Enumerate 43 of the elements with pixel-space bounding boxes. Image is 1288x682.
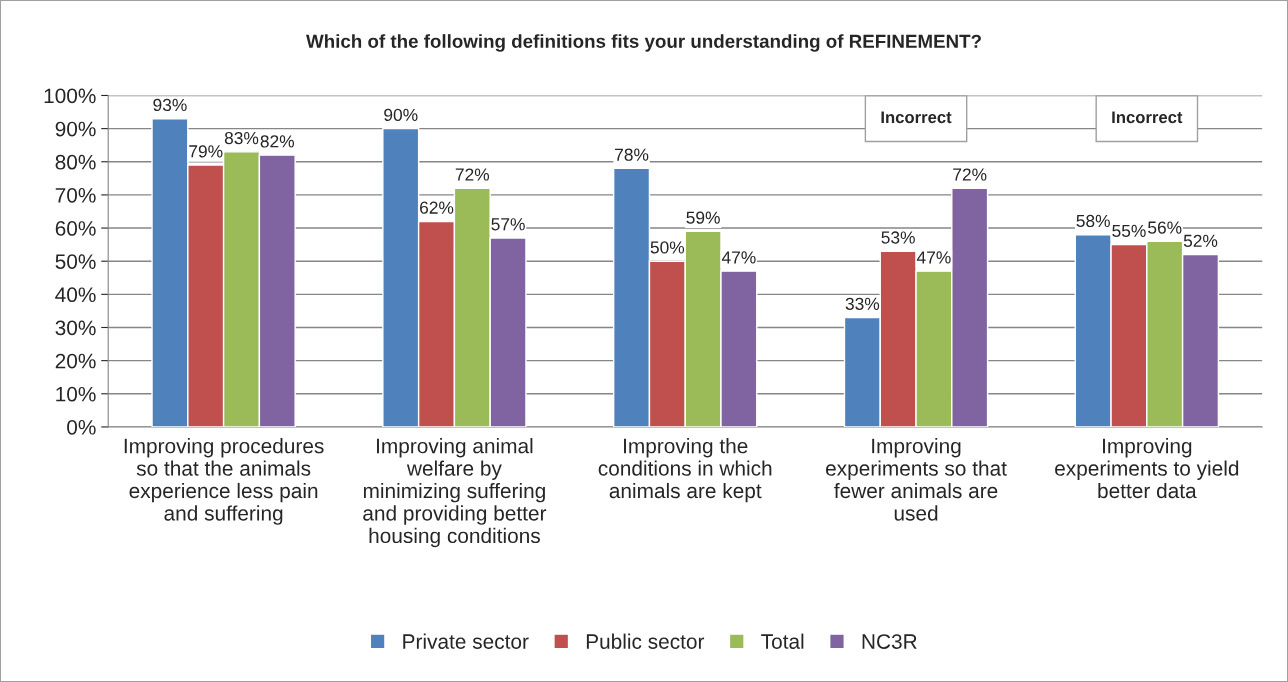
annotation: Incorrect xyxy=(1112,111,1183,124)
data-label: 72% xyxy=(953,168,987,181)
annotation: Incorrect xyxy=(881,111,952,124)
data-label: 59% xyxy=(686,211,720,224)
data-label: 72% xyxy=(455,168,490,181)
data-label: 33% xyxy=(845,297,880,310)
y-tick-label: 50% xyxy=(55,254,96,269)
data-label: 79% xyxy=(189,145,223,158)
x-tick-label: Improving experiments so that fewer animals are used xyxy=(826,438,1007,521)
x-tick-label: Improving procedures so that the animals experience less pain and suffering xyxy=(124,438,324,525)
data-label: 47% xyxy=(916,251,951,264)
data-label: 50% xyxy=(650,241,685,254)
y-tick-label: 80% xyxy=(55,154,96,170)
data-label: 55% xyxy=(1112,224,1146,238)
data-label: 52% xyxy=(1183,234,1218,247)
x-tick-label: Improving animal welfare by minimizing suffering and providing better housing conditions xyxy=(363,438,547,548)
data-label: 83% xyxy=(224,131,259,145)
y-tick-label: 0% xyxy=(67,419,96,435)
y-tick-label: 40% xyxy=(55,287,96,303)
data-label: 62% xyxy=(420,201,454,214)
data-label: 90% xyxy=(384,108,418,122)
y-tick-label: 90% xyxy=(55,121,96,137)
legend-label: NC3R xyxy=(862,634,917,649)
y-tick-label: 10% xyxy=(56,386,96,402)
y-tick-label: 60% xyxy=(55,221,96,236)
data-label: 53% xyxy=(881,231,915,244)
legend-label: Public sector xyxy=(586,633,705,649)
data-label: 47% xyxy=(721,251,756,264)
data-label: 82% xyxy=(260,135,295,148)
y-tick-label: 100% xyxy=(44,88,96,104)
x-tick-label: Improving experiments to yield better data xyxy=(1055,438,1239,499)
data-label: 78% xyxy=(615,148,649,161)
data-label: 58% xyxy=(1076,214,1110,228)
data-label: 57% xyxy=(491,218,525,231)
y-tick-label: 20% xyxy=(55,353,96,369)
legend-label: Private sector xyxy=(403,633,529,649)
legend-label: Total xyxy=(761,633,804,649)
chart-title: Which of the following definitions fits your understanding of REFINEMENT? xyxy=(306,34,981,52)
x-tick-label: Improving the conditions in which animals are kept xyxy=(598,438,772,503)
data-label: 56% xyxy=(1148,221,1182,234)
y-tick-label: 30% xyxy=(55,320,96,336)
y-tick-label: 70% xyxy=(55,187,96,203)
data-label: 93% xyxy=(153,98,187,112)
